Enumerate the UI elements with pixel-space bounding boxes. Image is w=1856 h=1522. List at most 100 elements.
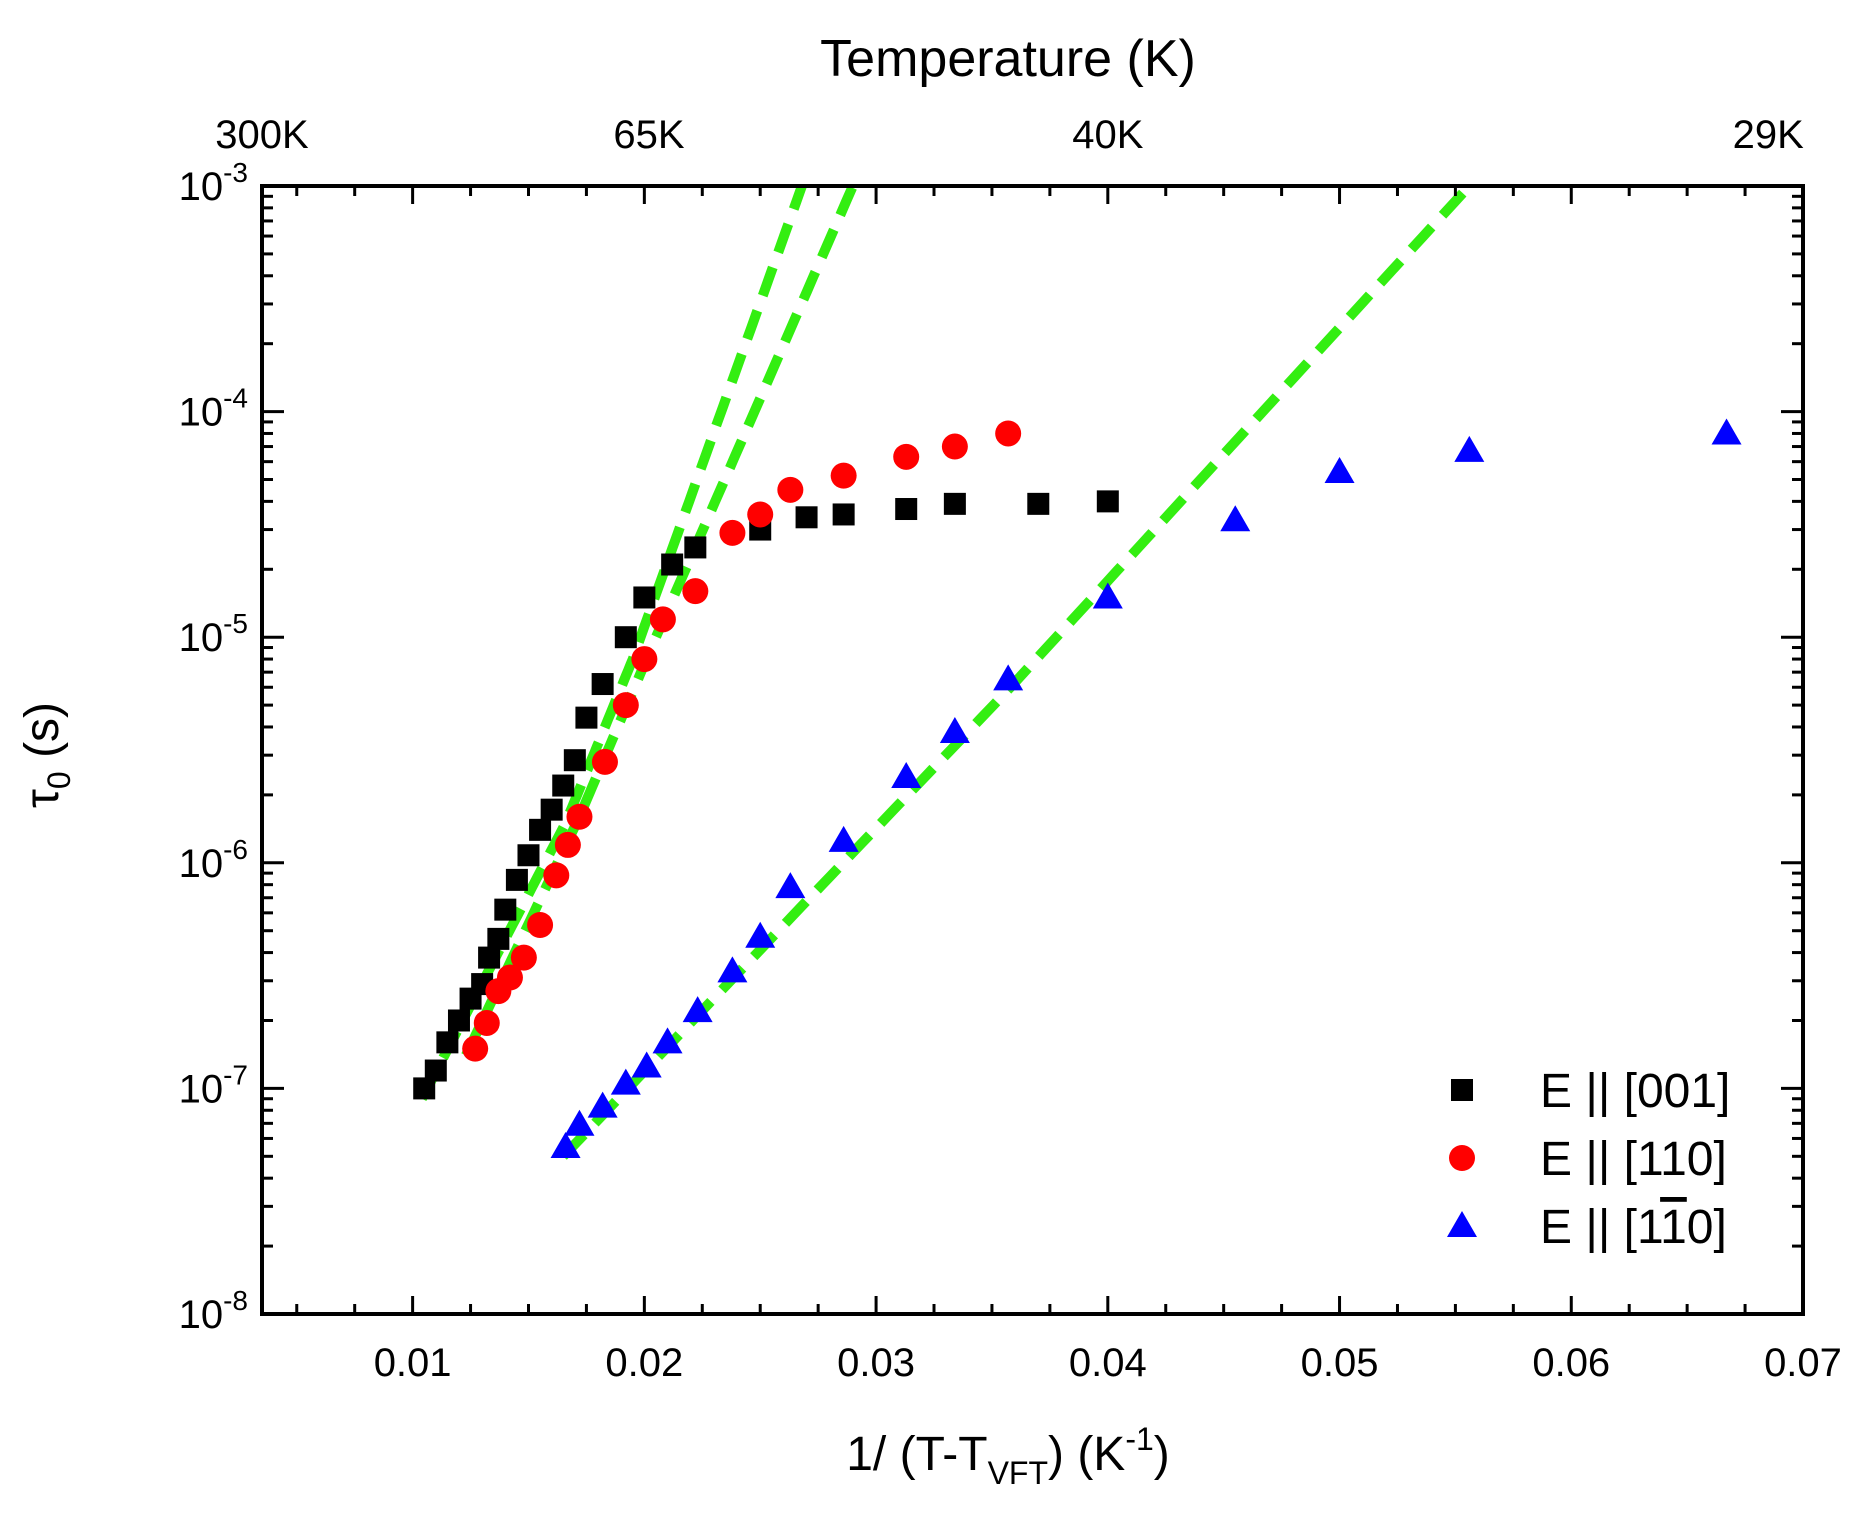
data-point (631, 646, 658, 673)
data-point (612, 692, 639, 719)
data-point (610, 1068, 641, 1095)
data-point (436, 1031, 459, 1054)
data-point (487, 927, 510, 950)
data-point (587, 1091, 618, 1118)
data-point (631, 1051, 662, 1078)
legend-marker (1447, 1211, 1477, 1237)
x-axis-title-prefix: 1/ (T-T (846, 1428, 987, 1481)
data-point (1324, 456, 1355, 483)
y-axis-title: τ0 (s) (16, 702, 77, 808)
y-axis-title-symbol: τ (16, 789, 69, 808)
data-point (777, 476, 804, 503)
data-point (566, 803, 593, 830)
top-tick-label: 40K (1072, 113, 1143, 157)
data-point (478, 946, 501, 969)
data-point (447, 1009, 470, 1032)
data-point (828, 825, 859, 852)
data-point (795, 506, 818, 529)
data-point (717, 956, 748, 983)
legend-label-end: 0] (1687, 1201, 1727, 1254)
data-point (633, 586, 656, 609)
legend-label: E || [110] (1540, 1201, 1727, 1254)
data-point (550, 1131, 581, 1158)
data-point (510, 944, 537, 971)
data-point (682, 996, 713, 1023)
x-tick-label: 0.07 (1764, 1341, 1842, 1385)
data-point (543, 862, 570, 889)
y-axis-title-suffix: (s) (16, 702, 69, 771)
data-point (564, 1109, 595, 1136)
legend-label: E || [110] (1540, 1133, 1727, 1186)
y-tick-label: 10-5 (179, 608, 248, 660)
data-point (891, 762, 922, 789)
x-tick-label: 0.04 (1069, 1341, 1147, 1385)
data-point (893, 443, 920, 470)
plot-frame (260, 184, 1805, 1316)
y-tick-label: 10-3 (179, 157, 248, 209)
fit-lines (417, 182, 1473, 1160)
data-point (745, 921, 776, 948)
data-point (1092, 582, 1123, 609)
data-point (552, 774, 575, 797)
data-point (830, 462, 857, 489)
data-point (1096, 490, 1119, 513)
data-point (575, 706, 598, 729)
y-tick-label: 10-8 (179, 1285, 248, 1337)
x-axis-title-mid: ) (K (1048, 1428, 1125, 1481)
data-point (747, 501, 774, 528)
data-point (505, 868, 528, 891)
data-point (529, 818, 552, 841)
legend-label-start: E || [1 (1540, 1201, 1662, 1254)
data-point (527, 912, 554, 939)
data-point (563, 749, 586, 772)
x-tick-label: 0.05 (1301, 1341, 1379, 1385)
x-axis-title-sub: VFT (988, 1455, 1048, 1491)
legend-label-overline: 1 (1660, 1201, 1687, 1254)
legend-marker (1451, 1079, 1473, 1101)
top-tick-label: 29K (1733, 113, 1804, 157)
data-point (1454, 435, 1485, 462)
top-axis-title: Temperature (K) (820, 30, 1196, 88)
legend-label: E || [001] (1540, 1065, 1730, 1118)
legend-marker (1449, 1145, 1475, 1171)
data-point (993, 664, 1024, 691)
data-point (995, 420, 1022, 447)
legend: E || [001]E || [110]E || [110] (1447, 1065, 1730, 1254)
data-point (591, 673, 614, 696)
data-point (591, 748, 618, 775)
x-axis-title-suffix: ) (1154, 1428, 1170, 1481)
axis-ticks (262, 184, 1805, 1316)
data-point (462, 1035, 489, 1062)
y-tick-label: 10-6 (179, 834, 248, 886)
data-point (540, 798, 563, 821)
data-point (832, 503, 855, 526)
data-point (413, 1077, 436, 1100)
axis-tick-labels: 0.01 0.02 0.03 0.04 0.05 0.06 0.07 300K 65K 40K 29… (179, 113, 1842, 1385)
data-point (719, 519, 746, 546)
data-point (649, 606, 676, 633)
y-tick-label: 10-4 (179, 383, 248, 435)
x-tick-label: 0.06 (1532, 1341, 1610, 1385)
data-point (652, 1027, 683, 1054)
data-point (614, 626, 637, 649)
data-point (775, 872, 806, 899)
data-point (1220, 505, 1251, 532)
x-tick-label: 0.01 (374, 1341, 452, 1385)
data-point (684, 536, 707, 559)
data-point (1711, 418, 1742, 445)
data-point (496, 964, 523, 991)
data-point (682, 578, 709, 605)
y-axis-title-sub: 0 (41, 771, 77, 789)
x-axis-title-sup: -1 (1125, 1421, 1153, 1457)
data-point (473, 1009, 500, 1036)
data-point (424, 1059, 447, 1082)
x-tick-label: 0.02 (605, 1341, 683, 1385)
y-tick-label: 10-7 (179, 1059, 248, 1111)
data-point (941, 433, 968, 460)
data-point (494, 898, 517, 921)
top-tick-label: 300K (215, 113, 309, 157)
x-axis-title: 1/ (T-TVFT) (K-1) (846, 1421, 1170, 1491)
x-tick-label: 0.03 (837, 1341, 915, 1385)
data-point (517, 844, 540, 867)
